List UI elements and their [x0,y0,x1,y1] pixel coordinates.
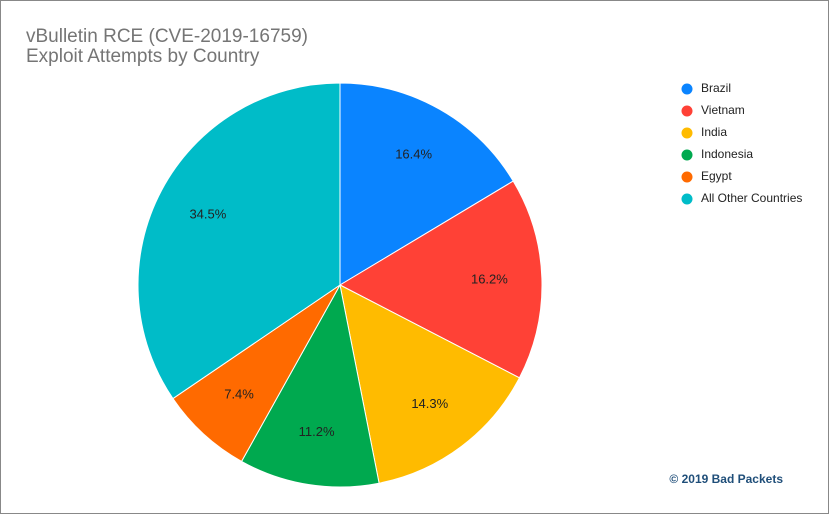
legend-label: Vietnam [701,103,745,117]
legend-label: Indonesia [701,147,753,161]
legend-marker [681,105,693,117]
legend-label: India [701,125,727,139]
legend-marker [681,127,693,139]
legend-marker [681,171,693,183]
slice-label: 11.2% [299,424,335,439]
watermark: © 2019 Bad Packets [669,472,783,486]
slice-label: 14.3% [411,396,448,411]
slice-label: 16.2% [471,272,508,287]
pie-slice [339,284,521,484]
legend-label: Brazil [701,81,731,95]
legend-marker [681,149,693,161]
pie-slice [339,82,514,286]
legend-marker [681,83,693,95]
chart-title: vBulletin RCE (CVE-2019-16759) [26,26,308,47]
slice-label: 34.5% [189,206,226,221]
slice-label: 16.4% [395,146,432,161]
chart-subtitle: Exploit Attempts by Country [26,46,260,67]
pie-slice [137,82,341,400]
pie-slice [240,283,380,488]
pie-slice [338,180,543,379]
legend-label: Egypt [701,169,732,183]
legend-label: All Other Countries [701,191,802,205]
legend-marker [681,193,693,205]
slice-label: 7.4% [224,387,254,402]
